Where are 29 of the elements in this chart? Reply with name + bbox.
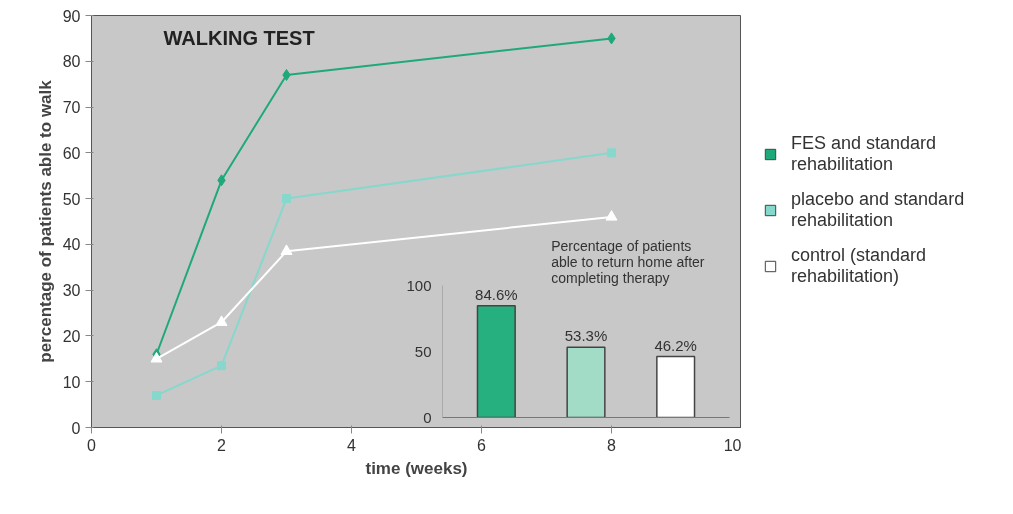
y-tick-label: 90 [62,7,81,25]
legend-label: placebo and standard rehabilitation [791,189,965,231]
y-tick-label: 20 [62,327,81,345]
y-tick-label: 10 [62,373,81,391]
legend-label: FES and standard rehabilitation [791,133,937,175]
x-tick-label: 4 [347,436,357,454]
y-tick-label: 50 [62,190,81,208]
data-label: 84.6% [475,285,518,303]
y-tick-label: 30 [62,282,81,300]
y-tick-label: 80 [62,53,81,71]
data-label: 53.3% [564,327,608,345]
y-tick-label: 0 [71,419,81,437]
y-axis-title: percentage of patients able to walk [35,79,55,363]
x-tick-label: 10 [723,436,742,454]
y-tick-label: 60 [62,144,81,162]
legend-label: control (standard rehabilitation) [791,245,927,287]
y-tick-label: 50 [414,342,432,360]
x-tick-label: 8 [607,436,617,454]
data-label: 46.2% [654,336,697,354]
y-tick-label: 0 [423,408,432,426]
y-tick-label: 70 [62,99,81,117]
x-tick-label: 6 [477,436,487,454]
chart-title: Percentage of patients able to return home after completing therapy [551,237,705,286]
text: WALKING TEST [163,26,315,49]
x-axis-title: time (weeks) [365,458,468,478]
y-tick-label: 40 [62,236,81,254]
x-tick-label: 2 [217,436,227,454]
y-tick-label: 100 [406,276,432,294]
x-tick-label: 0 [87,436,97,454]
